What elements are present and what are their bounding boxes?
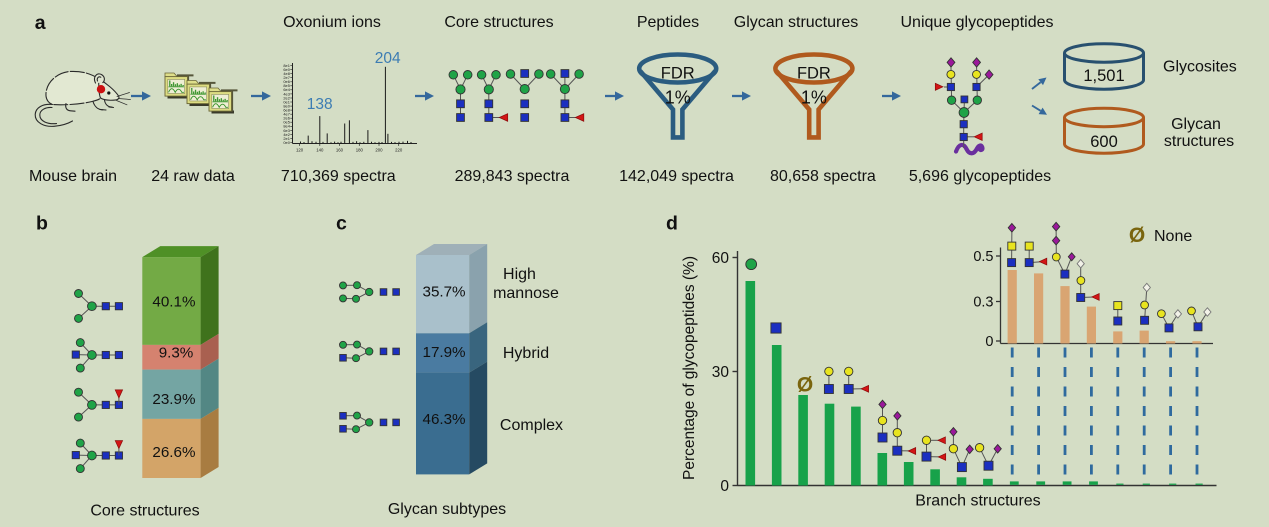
svg-text:d: d bbox=[666, 212, 678, 234]
svg-text:220: 220 bbox=[395, 148, 403, 153]
svg-text:Mouse brain: Mouse brain bbox=[29, 168, 117, 185]
svg-text:8e4: 8e4 bbox=[283, 124, 290, 129]
svg-text:60: 60 bbox=[712, 250, 730, 267]
svg-text:mannose: mannose bbox=[493, 285, 559, 302]
svg-text:Glycan subtypes: Glycan subtypes bbox=[388, 501, 506, 518]
svg-text:8e1: 8e1 bbox=[283, 63, 290, 68]
svg-text:180: 180 bbox=[356, 148, 364, 153]
svg-text:289,843 spectra: 289,843 spectra bbox=[455, 168, 570, 185]
svg-text:4e7: 4e7 bbox=[283, 112, 290, 117]
svg-text:120: 120 bbox=[296, 148, 304, 153]
svg-text:204: 204 bbox=[375, 50, 401, 67]
svg-text:b: b bbox=[36, 213, 48, 235]
svg-text:Ø: Ø bbox=[1129, 224, 1145, 247]
svg-text:24 raw data: 24 raw data bbox=[151, 168, 235, 185]
svg-text:0e5: 0e5 bbox=[283, 120, 290, 125]
svg-text:Percentage of glycopeptides (%: Percentage of glycopeptides (%) bbox=[681, 256, 698, 480]
svg-text:4e8: 4e8 bbox=[283, 71, 290, 76]
svg-text:2e7: 2e7 bbox=[283, 75, 290, 80]
svg-text:0.3: 0.3 bbox=[973, 295, 993, 311]
svg-text:High: High bbox=[503, 266, 536, 283]
svg-text:Ø: Ø bbox=[797, 374, 813, 397]
svg-text:0e0: 0e0 bbox=[283, 140, 290, 145]
svg-text:8e5: 8e5 bbox=[283, 83, 290, 88]
svg-text:2e2: 2e2 bbox=[283, 95, 290, 100]
svg-text:26.6%: 26.6% bbox=[152, 444, 195, 461]
svg-text:c: c bbox=[336, 213, 347, 235]
svg-text:Glycan structures: Glycan structures bbox=[734, 14, 858, 31]
svg-text:0.5: 0.5 bbox=[973, 249, 993, 265]
svg-text:5,696 glycopeptides: 5,696 glycopeptides bbox=[909, 168, 1051, 185]
svg-text:Glycan: Glycan bbox=[1171, 116, 1221, 133]
svg-text:2e6: 2e6 bbox=[283, 116, 290, 121]
svg-text:0: 0 bbox=[985, 334, 993, 350]
svg-text:a: a bbox=[35, 12, 46, 34]
svg-text:Unique glycopeptides: Unique glycopeptides bbox=[901, 14, 1054, 31]
svg-text:2e1: 2e1 bbox=[283, 136, 290, 141]
svg-text:35.7%: 35.7% bbox=[423, 284, 466, 301]
svg-text:46.3%: 46.3% bbox=[423, 411, 466, 428]
svg-text:Hybrid: Hybrid bbox=[503, 345, 549, 362]
svg-text:6e0: 6e0 bbox=[283, 67, 290, 72]
svg-text:142,049 spectra: 142,049 spectra bbox=[619, 168, 734, 185]
svg-text:138: 138 bbox=[307, 96, 333, 113]
svg-text:140: 140 bbox=[316, 148, 324, 153]
svg-text:Core structures: Core structures bbox=[444, 14, 553, 31]
svg-text:0e6: 0e6 bbox=[283, 79, 290, 84]
svg-text:Core structures: Core structures bbox=[90, 503, 199, 520]
svg-text:17.9%: 17.9% bbox=[423, 344, 466, 361]
svg-text:4e3: 4e3 bbox=[283, 91, 290, 96]
svg-text:Oxonium ions: Oxonium ions bbox=[283, 14, 381, 31]
svg-text:FDR: FDR bbox=[661, 65, 695, 83]
svg-text:None: None bbox=[1154, 228, 1192, 245]
svg-text:6e3: 6e3 bbox=[283, 128, 290, 133]
svg-text:23.9%: 23.9% bbox=[152, 391, 195, 408]
svg-text:160: 160 bbox=[336, 148, 344, 153]
svg-text:80,658 spectra: 80,658 spectra bbox=[770, 168, 876, 185]
svg-text:1%: 1% bbox=[801, 88, 827, 108]
svg-text:1%: 1% bbox=[665, 88, 691, 108]
svg-text:200: 200 bbox=[375, 148, 383, 153]
svg-text:30: 30 bbox=[712, 364, 730, 381]
svg-text:4e2: 4e2 bbox=[283, 132, 290, 137]
svg-text:710,369 spectra: 710,369 spectra bbox=[281, 168, 396, 185]
svg-text:structures: structures bbox=[1164, 133, 1234, 150]
svg-text:6e4: 6e4 bbox=[283, 87, 290, 92]
svg-text:Complex: Complex bbox=[500, 417, 563, 434]
svg-text:1,501: 1,501 bbox=[1083, 67, 1124, 85]
svg-text:6e8: 6e8 bbox=[283, 108, 290, 113]
svg-text:0e1: 0e1 bbox=[283, 99, 290, 104]
svg-text:0: 0 bbox=[720, 478, 729, 495]
svg-text:8e0: 8e0 bbox=[283, 104, 290, 109]
svg-text:600: 600 bbox=[1090, 133, 1118, 151]
svg-text:9.3%: 9.3% bbox=[159, 345, 194, 362]
svg-text:40.1%: 40.1% bbox=[152, 294, 195, 311]
svg-text:FDR: FDR bbox=[797, 65, 831, 83]
svg-text:Peptides: Peptides bbox=[637, 14, 699, 31]
svg-text:Glycosites: Glycosites bbox=[1163, 59, 1237, 76]
svg-text:Branch structures: Branch structures bbox=[915, 493, 1040, 510]
